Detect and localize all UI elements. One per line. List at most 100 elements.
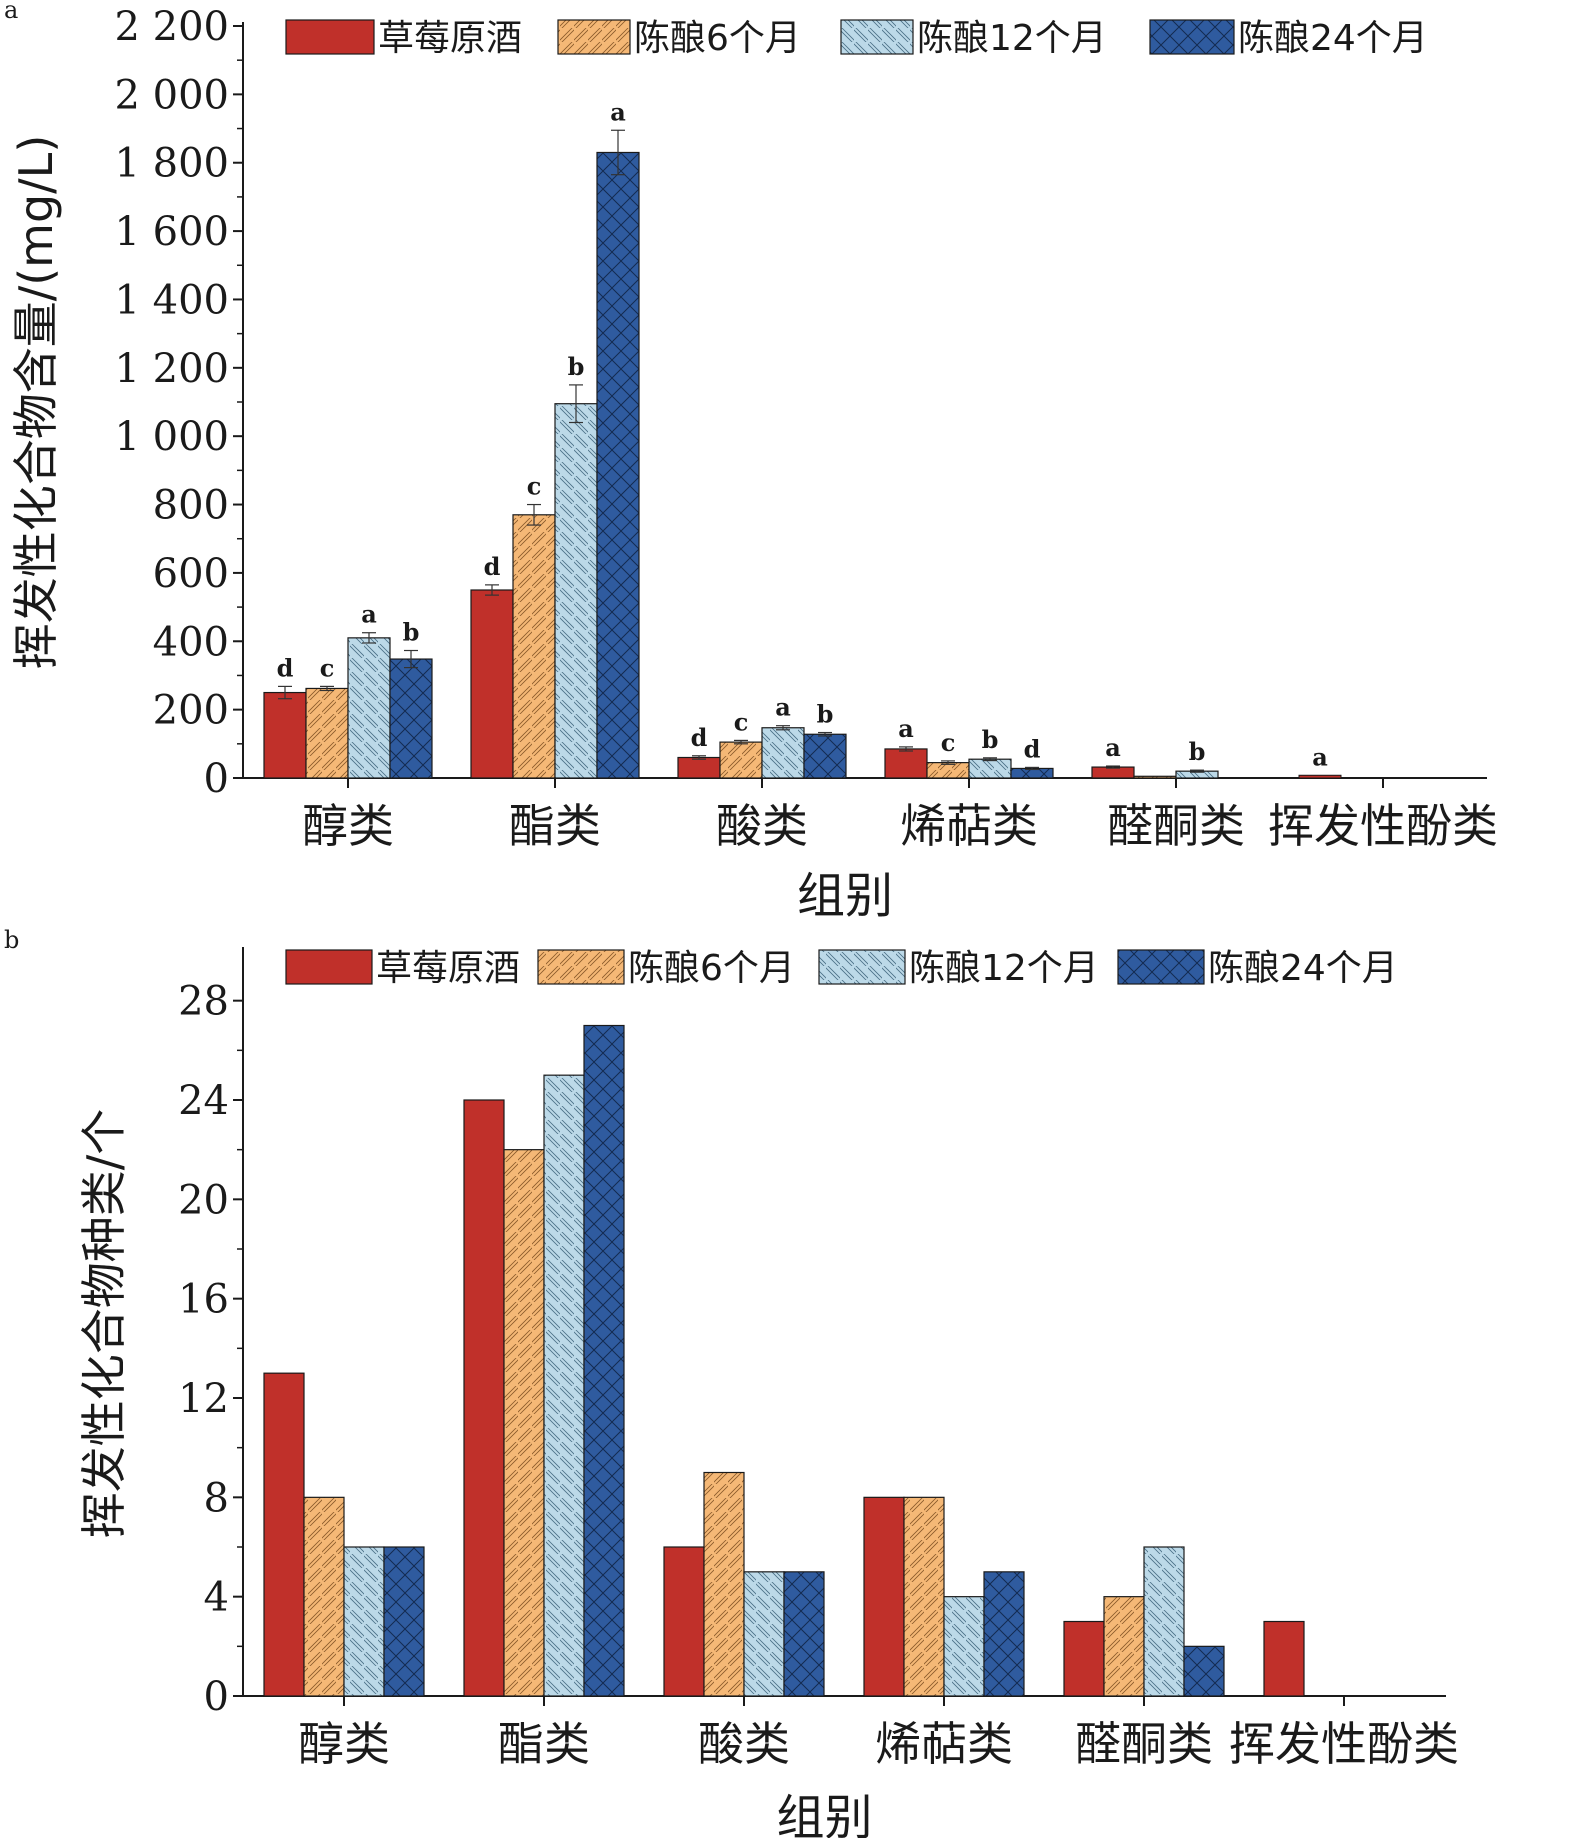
panel-letter-a: a xyxy=(4,0,18,24)
y-axis-title: 挥发性化合物含量/(mg/L) xyxy=(9,135,63,670)
x-tick-label: 醛酮类 xyxy=(1107,799,1245,853)
significance-label: d xyxy=(691,723,708,752)
significance-label: d xyxy=(484,552,501,581)
bar-aged-24m xyxy=(983,1571,1025,1697)
legend-label-aged-6m: 陈酿6个月 xyxy=(634,18,801,59)
legend-swatch-original xyxy=(285,949,373,985)
significance-label: d xyxy=(1024,734,1041,763)
y-tick-label: 400 xyxy=(153,619,229,665)
bar-aged-24m xyxy=(783,1571,825,1697)
significance-label: d xyxy=(277,653,294,682)
bar-original xyxy=(263,1372,305,1697)
x-axis-title: 组别 xyxy=(776,1790,872,1838)
significance-label: a xyxy=(898,714,914,743)
legend-label-aged-12m: 陈酿12个月 xyxy=(909,948,1099,989)
bar-aged-24m xyxy=(383,1546,425,1697)
significance-label: a xyxy=(1105,733,1121,762)
legend-label-original: 草莓原酒 xyxy=(378,18,522,59)
legend-label-aged-12m: 陈酿12个月 xyxy=(917,18,1107,59)
bar-aged-12m xyxy=(554,403,598,779)
y-tick-label: 0 xyxy=(204,756,229,802)
bar-original xyxy=(677,756,721,779)
legend-label-aged-24m: 陈酿24个月 xyxy=(1238,18,1428,59)
bar-aged-6m xyxy=(503,1149,545,1697)
y-tick-label: 12 xyxy=(178,1376,229,1422)
y-tick-label: 20 xyxy=(178,1177,229,1223)
significance-label: b xyxy=(403,618,420,647)
y-tick-label: 1 200 xyxy=(114,346,229,392)
legend-label-original: 草莓原酒 xyxy=(376,948,520,989)
bar-aged-12m xyxy=(347,637,391,779)
legend-label-aged-24m: 陈酿24个月 xyxy=(1208,948,1398,989)
y-tick-label: 800 xyxy=(153,483,229,529)
y-tick-label: 4 xyxy=(204,1575,229,1621)
x-tick-label: 酯类 xyxy=(498,1717,590,1771)
significance-label: c xyxy=(941,728,956,757)
x-tick-label: 醇类 xyxy=(302,799,394,853)
y-tick-label: 2 000 xyxy=(114,72,229,118)
y-tick-label: 8 xyxy=(204,1475,229,1521)
bar-aged-24m xyxy=(389,658,433,779)
bar-aged-24m xyxy=(1183,1645,1225,1697)
x-tick-label: 烯萜类 xyxy=(900,799,1038,853)
legend-label-aged-6m: 陈酿6个月 xyxy=(628,948,795,989)
bar-original xyxy=(1263,1620,1305,1697)
y-tick-label: 28 xyxy=(178,979,229,1025)
bar-original xyxy=(463,1099,505,1697)
bar-aged-6m xyxy=(1103,1596,1145,1697)
y-tick-label: 24 xyxy=(178,1078,229,1124)
panel-b-volatile-species-chart: 0 4 8 12 16 20 24 28 挥发性化合物种类/个醇类 酯类 酸类 烯萜类 醛酮类 挥发性酚类… xyxy=(77,947,1459,1838)
bar-aged-6m xyxy=(512,514,556,779)
bar-aged-12m xyxy=(943,1596,985,1697)
significance-label: c xyxy=(320,653,335,682)
panel-a-volatile-content-chart: 0 200 400 600 800 1 000 1 200 1 400 1 600 1 800 2 … xyxy=(9,4,1498,924)
bar-original xyxy=(884,748,928,779)
bar-aged-12m xyxy=(761,727,805,779)
y-axis-title: 挥发性化合物种类/个 xyxy=(77,1109,131,1539)
bar-original xyxy=(863,1496,905,1697)
significance-label: a xyxy=(610,97,626,126)
significance-label: b xyxy=(817,700,834,729)
x-tick-label: 酸类 xyxy=(716,799,808,853)
legend-swatch-aged-12m xyxy=(818,949,906,985)
bar-aged-6m xyxy=(305,687,349,779)
x-tick-label: 醛酮类 xyxy=(1075,1717,1213,1771)
y-tick-label: 200 xyxy=(153,688,229,734)
significance-label: c xyxy=(734,707,749,736)
significance-label: b xyxy=(982,725,999,754)
bar-aged-6m xyxy=(719,741,763,779)
bar-aged-24m xyxy=(803,733,847,779)
panel-letter-b: b xyxy=(4,926,19,954)
bar-original xyxy=(663,1546,705,1697)
legend-swatch-aged-6m xyxy=(537,949,625,985)
legend-swatch-original xyxy=(285,19,375,55)
bar-aged-12m xyxy=(543,1074,585,1697)
x-tick-label: 烯萜类 xyxy=(875,1717,1013,1771)
bar-aged-12m xyxy=(1143,1546,1185,1697)
y-tick-label: 1 600 xyxy=(114,209,229,255)
y-tick-label: 1 800 xyxy=(114,141,229,187)
bar-original xyxy=(263,691,307,779)
y-tick-label: 1 000 xyxy=(114,414,229,460)
legend-swatch-aged-24m xyxy=(1149,19,1235,55)
y-tick-label: 0 xyxy=(204,1674,229,1720)
bar-aged-12m xyxy=(968,758,1012,779)
bar-original xyxy=(1298,774,1342,779)
bar-aged-12m xyxy=(343,1546,385,1697)
y-tick-label: 1 400 xyxy=(114,277,229,323)
bar-aged-12m xyxy=(743,1571,785,1697)
y-tick-label: 16 xyxy=(178,1277,229,1323)
significance-label: c xyxy=(527,472,542,501)
bar-aged-6m xyxy=(303,1496,345,1697)
y-tick-label: 600 xyxy=(153,551,229,597)
bar-aged-6m xyxy=(903,1496,945,1697)
bar-original xyxy=(470,589,514,779)
legend-swatch-aged-6m xyxy=(557,19,631,55)
x-tick-label: 酸类 xyxy=(698,1717,790,1771)
x-tick-label: 挥发性酚类 xyxy=(1229,1717,1459,1771)
bar-original xyxy=(1063,1620,1105,1697)
legend-swatch-aged-24m xyxy=(1117,949,1205,985)
significance-label: a xyxy=(361,600,377,629)
significance-label: b xyxy=(1189,737,1206,766)
legend-swatch-aged-12m xyxy=(840,19,914,55)
